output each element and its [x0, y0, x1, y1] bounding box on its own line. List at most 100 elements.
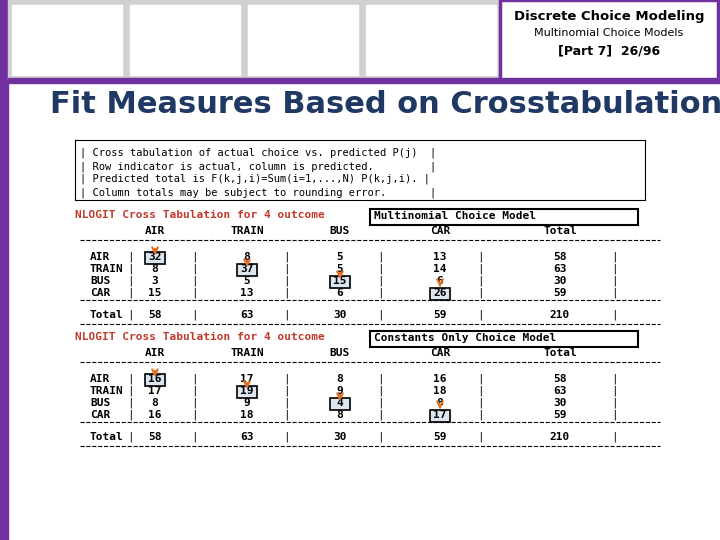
Text: |: |: [127, 264, 133, 274]
Text: 58: 58: [148, 310, 162, 320]
Text: |: |: [127, 374, 133, 384]
Text: [Part 7]  26/96: [Part 7] 26/96: [558, 44, 660, 57]
Text: |: |: [477, 398, 483, 408]
Text: |: |: [477, 310, 483, 321]
Bar: [330, 398, 350, 410]
Bar: [330, 398, 350, 410]
Text: 5: 5: [243, 276, 251, 286]
Text: CAR: CAR: [430, 348, 450, 358]
Bar: [237, 386, 257, 398]
Text: 59: 59: [553, 288, 567, 298]
Text: Total: Total: [90, 432, 124, 442]
Text: |: |: [477, 432, 483, 442]
Text: |: |: [192, 432, 199, 442]
Bar: [248, 5, 358, 75]
Text: |: |: [611, 374, 618, 384]
Bar: [430, 410, 450, 422]
Text: AIR: AIR: [90, 374, 110, 384]
Text: CAR: CAR: [90, 288, 110, 298]
Text: |: |: [192, 288, 199, 299]
Text: |: |: [377, 310, 383, 321]
Text: 63: 63: [553, 264, 567, 274]
Text: |: |: [377, 432, 383, 442]
Text: 210: 210: [550, 432, 570, 442]
Text: |: |: [127, 410, 133, 421]
Text: 6: 6: [436, 276, 444, 286]
Text: 15: 15: [148, 288, 162, 298]
Text: 30: 30: [553, 276, 567, 286]
Text: |: |: [192, 310, 199, 321]
Bar: [145, 374, 165, 386]
Bar: [12, 5, 122, 75]
Text: | Row indicator is actual, column is predicted.         |: | Row indicator is actual, column is pre…: [80, 161, 436, 172]
Text: |: |: [284, 264, 290, 274]
Text: 32: 32: [148, 252, 162, 262]
Text: 17: 17: [148, 386, 162, 396]
Bar: [237, 264, 257, 276]
Text: TRAIN: TRAIN: [90, 264, 124, 274]
Text: |: |: [127, 276, 133, 287]
Bar: [330, 276, 350, 288]
Text: AIR: AIR: [90, 252, 110, 262]
Text: |: |: [192, 264, 199, 274]
Text: |: |: [284, 252, 290, 262]
Text: |: |: [284, 374, 290, 384]
Text: 59: 59: [433, 432, 446, 442]
Text: CAR: CAR: [90, 410, 110, 420]
Text: |: |: [377, 276, 383, 287]
Text: 59: 59: [553, 410, 567, 420]
Text: |: |: [127, 310, 133, 321]
Text: 63: 63: [240, 310, 253, 320]
Text: |: |: [192, 252, 199, 262]
Text: |: |: [611, 288, 618, 299]
Bar: [145, 374, 165, 386]
Bar: [370, 209, 638, 225]
Text: |: |: [192, 410, 199, 421]
Text: 18: 18: [433, 386, 446, 396]
Text: BUS: BUS: [330, 226, 350, 236]
Text: |: |: [377, 264, 383, 274]
Bar: [430, 410, 450, 422]
Text: AIR: AIR: [145, 226, 165, 236]
Text: |: |: [377, 252, 383, 262]
Bar: [430, 288, 450, 300]
Text: |: |: [611, 398, 618, 408]
Text: 58: 58: [553, 252, 567, 262]
Text: NLOGIT Cross Tabulation for 4 outcome: NLOGIT Cross Tabulation for 4 outcome: [75, 210, 325, 220]
Text: | Cross tabulation of actual choice vs. predicted P(j)  |: | Cross tabulation of actual choice vs. …: [80, 148, 436, 159]
Text: 5: 5: [337, 264, 343, 274]
Bar: [8, 78, 720, 83]
Text: |: |: [284, 386, 290, 396]
Text: 13: 13: [240, 288, 253, 298]
Text: 63: 63: [553, 386, 567, 396]
Text: 9: 9: [337, 386, 343, 396]
Text: |: |: [377, 398, 383, 408]
Text: 16: 16: [148, 410, 162, 420]
Text: Total: Total: [543, 226, 577, 236]
Text: 58: 58: [148, 432, 162, 442]
Text: 17: 17: [240, 374, 253, 384]
Text: |: |: [284, 432, 290, 442]
Text: 9: 9: [243, 398, 251, 408]
Text: 6: 6: [337, 288, 343, 298]
Text: |: |: [127, 252, 133, 262]
Text: 8: 8: [243, 252, 251, 262]
Bar: [237, 386, 257, 398]
Text: |: |: [611, 276, 618, 287]
Text: |: |: [127, 398, 133, 408]
Text: |: |: [127, 386, 133, 396]
Bar: [330, 276, 350, 288]
Text: 8: 8: [152, 264, 158, 274]
Text: TRAIN: TRAIN: [230, 348, 264, 358]
Bar: [366, 5, 496, 75]
Text: |: |: [611, 386, 618, 396]
Text: |: |: [477, 386, 483, 396]
Text: Discrete Choice Modeling: Discrete Choice Modeling: [514, 10, 704, 23]
Bar: [500, 0, 718, 80]
Bar: [237, 264, 257, 276]
Text: BUS: BUS: [90, 276, 110, 286]
Text: 15: 15: [333, 276, 347, 286]
Text: 63: 63: [240, 432, 253, 442]
Text: |: |: [127, 288, 133, 299]
Text: Multinomial Choice Model: Multinomial Choice Model: [374, 211, 536, 221]
